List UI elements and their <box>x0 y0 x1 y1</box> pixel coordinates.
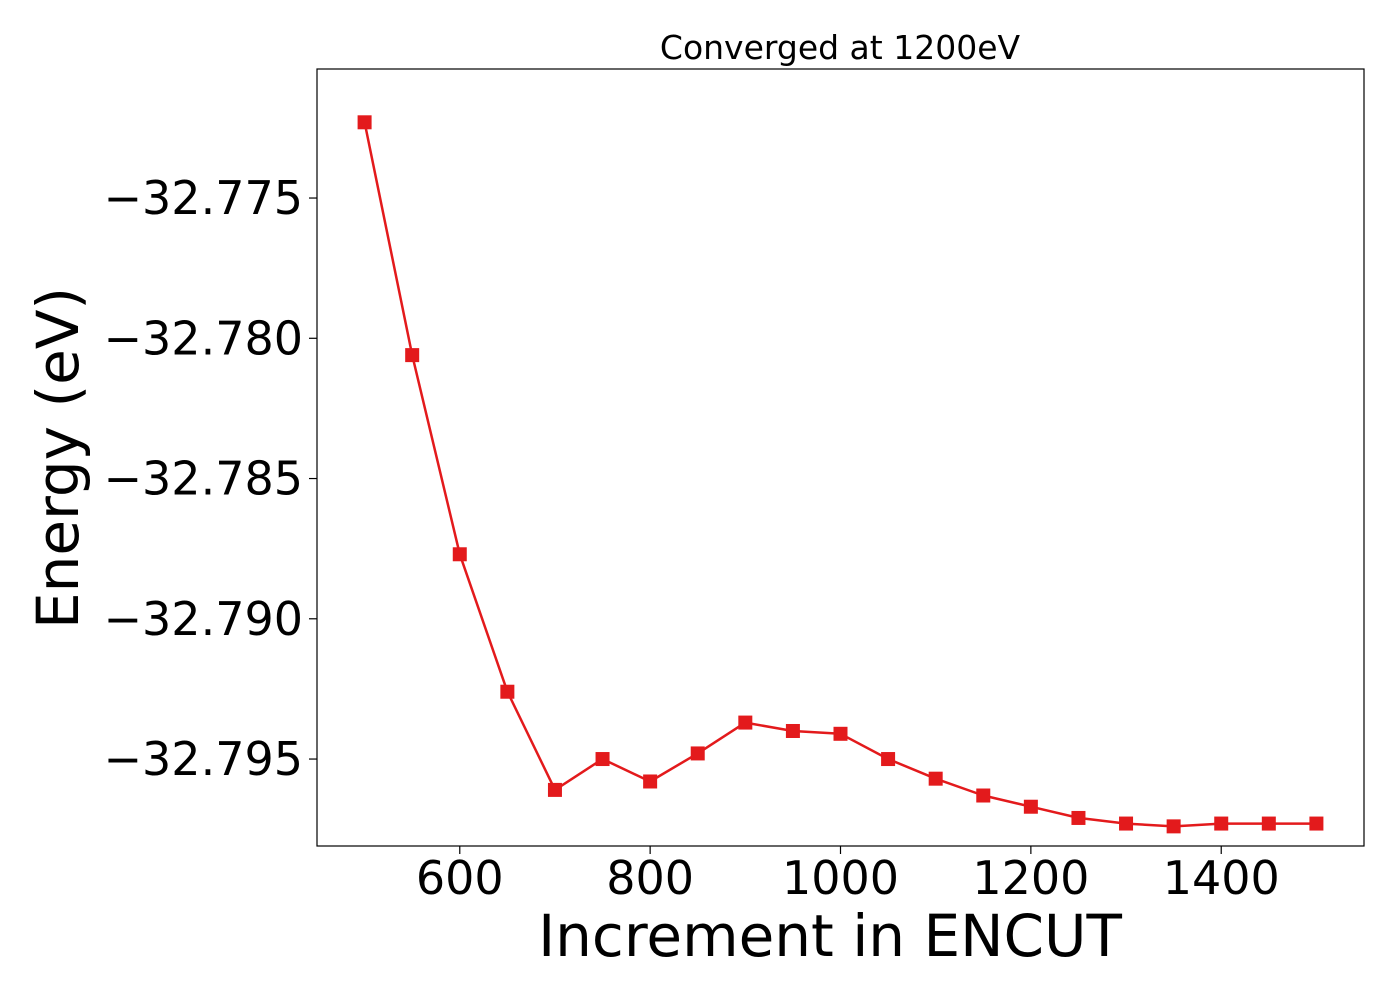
x-axis: 600 800 1000 1200 1400 <box>416 846 1280 905</box>
data-point-marker <box>1023 799 1038 814</box>
data-point-marker <box>1119 816 1134 831</box>
y-axis: −32.775 −32.780 −32.785 −32.790 −32.795 <box>104 171 317 786</box>
data-point-marker <box>738 715 753 730</box>
data-point-marker <box>1166 819 1181 834</box>
x-tick-label: 1200 <box>972 851 1089 905</box>
data-point-marker <box>1071 810 1086 825</box>
data-point-marker <box>833 726 848 741</box>
x-tick-label: 1400 <box>1163 851 1280 905</box>
data-point-marker <box>357 115 372 130</box>
data-point-marker <box>405 348 420 363</box>
data-point-marker <box>928 771 943 786</box>
data-point-marker <box>785 723 800 738</box>
data-point-marker <box>976 788 991 803</box>
x-tick-label: 600 <box>416 851 504 905</box>
chart-title: Converged at 1200eV <box>660 28 1021 67</box>
data-point-marker <box>690 746 705 761</box>
x-axis-title: Increment in ENCUT <box>538 902 1122 970</box>
plot-area <box>316 68 1365 847</box>
y-tick-label: −32.775 <box>104 171 304 225</box>
y-tick-label: −32.780 <box>104 311 304 365</box>
x-tick-label: 800 <box>606 851 694 905</box>
data-point-marker <box>1309 816 1324 831</box>
data-point-marker <box>643 774 658 789</box>
data-point-marker <box>1261 816 1276 831</box>
data-point-marker <box>881 752 896 767</box>
y-tick-label: −32.790 <box>104 592 304 646</box>
data-point-marker <box>547 782 562 797</box>
series-layer <box>357 115 1324 834</box>
y-tick-label: −32.795 <box>104 732 304 786</box>
data-point-marker <box>595 752 610 767</box>
data-point-marker <box>1214 816 1229 831</box>
x-tick-label: 1000 <box>782 851 899 905</box>
data-point-marker <box>452 547 467 562</box>
data-point-marker <box>500 684 515 699</box>
y-tick-label: −32.785 <box>104 452 304 506</box>
y-axis-title: Energy (eV) <box>24 287 92 629</box>
